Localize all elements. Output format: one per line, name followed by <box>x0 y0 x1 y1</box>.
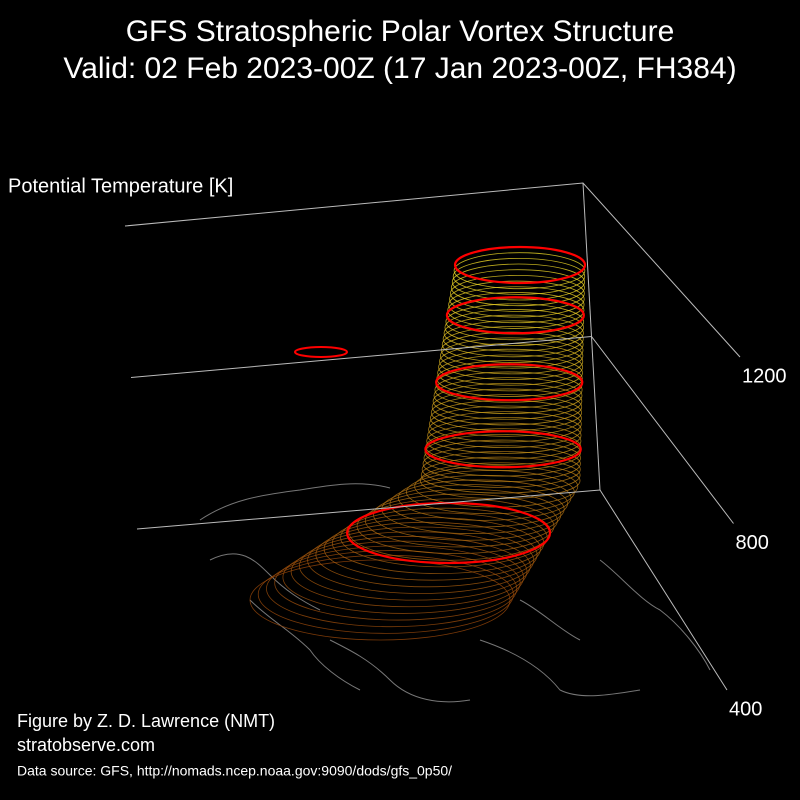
contour <box>364 493 558 548</box>
chart-subtitle: Valid: 02 Feb 2023-00Z (17 Jan 2023-00Z,… <box>63 52 736 85</box>
z-tick-label: 800 <box>736 532 769 554</box>
contour <box>453 252 586 290</box>
contour <box>249 559 511 641</box>
contour <box>426 422 582 460</box>
contour <box>389 479 569 528</box>
contour <box>266 550 518 628</box>
contour <box>433 377 583 414</box>
highlight-contour <box>435 363 584 402</box>
contour <box>423 439 581 477</box>
axes: 400 800 1200 <box>124 182 787 720</box>
contour <box>421 451 581 488</box>
contour <box>373 488 562 541</box>
contour <box>452 257 586 295</box>
highlight-contour <box>453 245 587 285</box>
contour <box>340 507 548 568</box>
contour <box>447 292 585 329</box>
contour <box>420 456 581 494</box>
z-axis-label: Potential Temperature [K] <box>8 175 233 197</box>
contour <box>441 326 584 363</box>
contour <box>257 554 514 634</box>
coastlines <box>199 483 711 703</box>
contour <box>451 263 586 301</box>
contour <box>432 382 583 420</box>
contour <box>444 309 584 346</box>
contour <box>356 498 555 554</box>
contour <box>437 354 583 392</box>
contour <box>434 371 583 409</box>
contour <box>428 411 582 449</box>
z-tick-label: 1200 <box>742 365 787 387</box>
coastline <box>199 483 711 703</box>
contour <box>323 517 541 581</box>
z-tick-label: 400 <box>729 698 762 720</box>
credit: Figure by Z. D. Lawrence (NMT) <box>17 711 275 731</box>
highlight-contour <box>424 430 582 469</box>
highlight-contour <box>445 296 585 335</box>
highlight-contour <box>294 346 348 358</box>
contour <box>450 269 585 307</box>
contour <box>438 348 584 386</box>
contour <box>381 484 565 535</box>
data-source: Data source: GFS, http://nomads.ncep.noa… <box>17 763 452 779</box>
contour <box>445 303 585 341</box>
contour <box>439 337 584 375</box>
website: stratobserve.com <box>17 735 155 755</box>
contour <box>450 274 585 312</box>
vortex <box>249 245 587 641</box>
contour <box>443 314 584 352</box>
grid-line <box>136 489 728 691</box>
contour <box>442 320 584 358</box>
grid-line <box>130 335 734 524</box>
contour <box>422 445 581 483</box>
contour <box>449 280 585 318</box>
contour <box>429 405 582 443</box>
contour <box>431 388 583 426</box>
grid-line <box>124 182 741 358</box>
contour <box>427 416 582 454</box>
contour <box>448 286 585 324</box>
chart-title: GFS Stratospheric Polar Vortex Structure <box>126 15 675 48</box>
